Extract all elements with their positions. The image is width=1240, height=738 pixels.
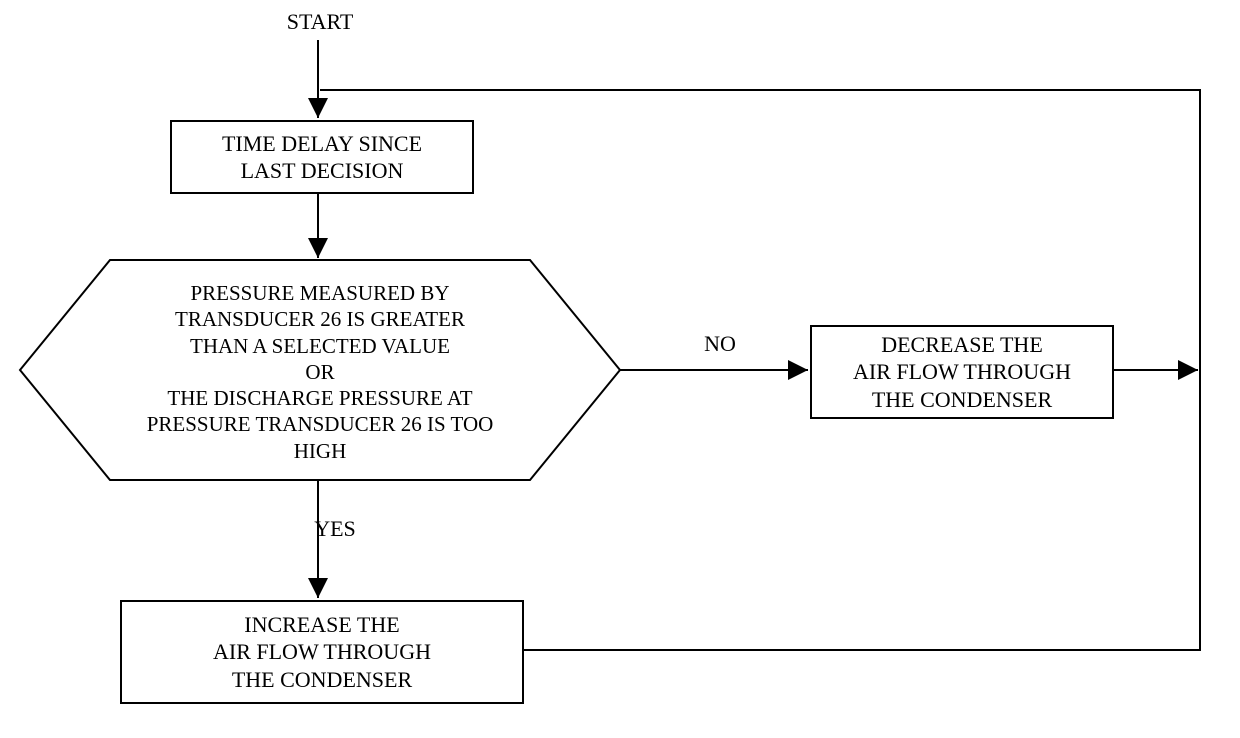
decision-text: PRESSURE MEASURED BY TRANSDUCER 26 IS GR… bbox=[70, 280, 570, 464]
edge-label-yes: YES bbox=[305, 515, 365, 543]
time-delay-box: TIME DELAY SINCE LAST DECISION bbox=[170, 120, 474, 194]
start-label: START bbox=[260, 8, 380, 36]
flowchart-canvas: START TIME DELAY SINCE LAST DECISION DEC… bbox=[0, 0, 1240, 738]
increase-airflow-box: INCREASE THE AIR FLOW THROUGH THE CONDEN… bbox=[120, 600, 524, 704]
edge-label-no: NO bbox=[695, 330, 745, 358]
decrease-airflow-box: DECREASE THE AIR FLOW THROUGH THE CONDEN… bbox=[810, 325, 1114, 419]
